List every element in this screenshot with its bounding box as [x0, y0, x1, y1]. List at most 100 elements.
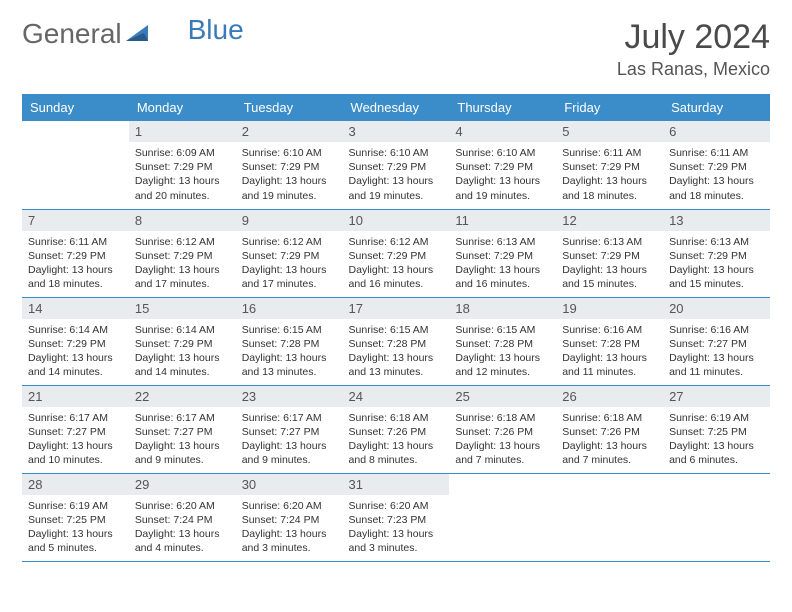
calendar-day-cell: 8 Sunrise: 6:12 AMSunset: 7:29 PMDaylight…: [129, 209, 236, 297]
day-content: Sunrise: 6:12 AMSunset: 7:29 PMDaylight:…: [343, 231, 450, 296]
calendar-day-cell: 28Sunrise: 6:19 AMSunset: 7:25 PMDayligh…: [22, 473, 129, 561]
day-number: 2: [236, 121, 343, 142]
day-number: 25: [449, 386, 556, 407]
logo-text-2: Blue: [188, 14, 244, 46]
daylight-text: Daylight: 13 hours and 13 minutes.: [349, 351, 444, 379]
calendar-day-cell: 7Sunrise: 6:11 AMSunset: 7:29 PMDaylight…: [22, 209, 129, 297]
day-header: Monday: [129, 94, 236, 121]
sunrise-text: Sunrise: 6:12 AM: [135, 235, 230, 249]
calendar-header-row: SundayMondayTuesdayWednesdayThursdayFrid…: [22, 94, 770, 121]
sunset-text: Sunset: 7:29 PM: [669, 160, 764, 174]
calendar-day-cell: 16Sunrise: 6:15 AMSunset: 7:28 PMDayligh…: [236, 297, 343, 385]
sunset-text: Sunset: 7:25 PM: [669, 425, 764, 439]
daylight-text: Daylight: 13 hours and 9 minutes.: [242, 439, 337, 467]
daylight-text: Daylight: 13 hours and 6 minutes.: [669, 439, 764, 467]
logo: General Blue: [22, 18, 244, 50]
day-content: Sunrise: 6:20 AMSunset: 7:24 PMDaylight:…: [236, 495, 343, 560]
day-number: 26: [556, 386, 663, 407]
calendar-week-row: 1Sunrise: 6:09 AMSunset: 7:29 PMDaylight…: [22, 121, 770, 209]
calendar-day-cell: 29Sunrise: 6:20 AMSunset: 7:24 PMDayligh…: [129, 473, 236, 561]
sunset-text: Sunset: 7:29 PM: [562, 249, 657, 263]
daylight-text: Daylight: 13 hours and 18 minutes.: [562, 174, 657, 202]
calendar-day-cell: 25Sunrise: 6:18 AMSunset: 7:26 PMDayligh…: [449, 385, 556, 473]
calendar-day-cell: 13Sunrise: 6:13 AMSunset: 7:29 PMDayligh…: [663, 209, 770, 297]
sunset-text: Sunset: 7:29 PM: [242, 160, 337, 174]
sunrise-text: Sunrise: 6:10 AM: [455, 146, 550, 160]
day-number: 4: [449, 121, 556, 142]
day-content: Sunrise: 6:13 AMSunset: 7:29 PMDaylight:…: [556, 231, 663, 296]
day-number: 23: [236, 386, 343, 407]
page-header: General Blue July 2024 Las Ranas, Mexico: [22, 18, 770, 80]
sunrise-text: Sunrise: 6:17 AM: [242, 411, 337, 425]
sunset-text: Sunset: 7:27 PM: [242, 425, 337, 439]
daylight-text: Daylight: 13 hours and 16 minutes.: [455, 263, 550, 291]
day-number: 13: [663, 210, 770, 231]
sunrise-text: Sunrise: 6:16 AM: [562, 323, 657, 337]
day-content: Sunrise: 6:20 AMSunset: 7:24 PMDaylight:…: [129, 495, 236, 560]
calendar-day-cell: 20Sunrise: 6:16 AMSunset: 7:27 PMDayligh…: [663, 297, 770, 385]
sunset-text: Sunset: 7:29 PM: [562, 160, 657, 174]
calendar-day-cell: 6Sunrise: 6:11 AMSunset: 7:29 PMDaylight…: [663, 121, 770, 209]
daylight-text: Daylight: 13 hours and 5 minutes.: [28, 527, 123, 555]
sunset-text: Sunset: 7:29 PM: [669, 249, 764, 263]
location-label: Las Ranas, Mexico: [617, 59, 770, 80]
daylight-text: Daylight: 13 hours and 11 minutes.: [562, 351, 657, 379]
sunrise-text: Sunrise: 6:15 AM: [455, 323, 550, 337]
sunset-text: Sunset: 7:29 PM: [28, 249, 123, 263]
day-number: 18: [449, 298, 556, 319]
sunset-text: Sunset: 7:29 PM: [349, 160, 444, 174]
day-header: Sunday: [22, 94, 129, 121]
day-header: Wednesday: [343, 94, 450, 121]
sunrise-text: Sunrise: 6:12 AM: [349, 235, 444, 249]
day-content: Sunrise: 6:11 AMSunset: 7:29 PMDaylight:…: [556, 142, 663, 207]
day-number: 6: [663, 121, 770, 142]
sunset-text: Sunset: 7:29 PM: [242, 249, 337, 263]
daylight-text: Daylight: 13 hours and 7 minutes.: [562, 439, 657, 467]
sunset-text: Sunset: 7:29 PM: [135, 249, 230, 263]
sunset-text: Sunset: 7:27 PM: [28, 425, 123, 439]
calendar-day-cell: 5Sunrise: 6:11 AMSunset: 7:29 PMDaylight…: [556, 121, 663, 209]
day-number: 31: [343, 474, 450, 495]
sunrise-text: Sunrise: 6:09 AM: [135, 146, 230, 160]
day-content: Sunrise: 6:09 AMSunset: 7:29 PMDaylight:…: [129, 142, 236, 207]
daylight-text: Daylight: 13 hours and 18 minutes.: [669, 174, 764, 202]
sunset-text: Sunset: 7:25 PM: [28, 513, 123, 527]
sunrise-text: Sunrise: 6:10 AM: [349, 146, 444, 160]
logo-triangle-icon: [126, 18, 150, 50]
sunrise-text: Sunrise: 6:13 AM: [455, 235, 550, 249]
calendar-day-cell: 10Sunrise: 6:12 AMSunset: 7:29 PMDayligh…: [343, 209, 450, 297]
sunset-text: Sunset: 7:28 PM: [349, 337, 444, 351]
daylight-text: Daylight: 13 hours and 17 minutes.: [135, 263, 230, 291]
day-content: Sunrise: 6:14 AMSunset: 7:29 PMDaylight:…: [22, 319, 129, 384]
sunrise-text: Sunrise: 6:19 AM: [28, 499, 123, 513]
calendar-day-cell: 15Sunrise: 6:14 AMSunset: 7:29 PMDayligh…: [129, 297, 236, 385]
day-content: Sunrise: 6:15 AMSunset: 7:28 PMDaylight:…: [449, 319, 556, 384]
calendar-day-cell: 11Sunrise: 6:13 AMSunset: 7:29 PMDayligh…: [449, 209, 556, 297]
calendar-day-cell: 3Sunrise: 6:10 AMSunset: 7:29 PMDaylight…: [343, 121, 450, 209]
sunset-text: Sunset: 7:28 PM: [455, 337, 550, 351]
sunset-text: Sunset: 7:28 PM: [562, 337, 657, 351]
calendar-day-cell: [449, 473, 556, 561]
day-content: Sunrise: 6:16 AMSunset: 7:28 PMDaylight:…: [556, 319, 663, 384]
sunset-text: Sunset: 7:29 PM: [455, 160, 550, 174]
calendar-day-cell: 18Sunrise: 6:15 AMSunset: 7:28 PMDayligh…: [449, 297, 556, 385]
title-block: July 2024 Las Ranas, Mexico: [617, 18, 770, 80]
sunset-text: Sunset: 7:29 PM: [135, 337, 230, 351]
day-number: 17: [343, 298, 450, 319]
day-content: Sunrise: 6:16 AMSunset: 7:27 PMDaylight:…: [663, 319, 770, 384]
calendar-week-row: 7Sunrise: 6:11 AMSunset: 7:29 PMDaylight…: [22, 209, 770, 297]
daylight-text: Daylight: 13 hours and 16 minutes.: [349, 263, 444, 291]
daylight-text: Daylight: 13 hours and 3 minutes.: [349, 527, 444, 555]
day-content: Sunrise: 6:15 AMSunset: 7:28 PMDaylight:…: [343, 319, 450, 384]
sunset-text: Sunset: 7:27 PM: [135, 425, 230, 439]
sunset-text: Sunset: 7:27 PM: [669, 337, 764, 351]
day-number: 8: [129, 210, 236, 231]
daylight-text: Daylight: 13 hours and 12 minutes.: [455, 351, 550, 379]
day-number: 22: [129, 386, 236, 407]
day-number: 20: [663, 298, 770, 319]
day-content: Sunrise: 6:18 AMSunset: 7:26 PMDaylight:…: [449, 407, 556, 472]
sunrise-text: Sunrise: 6:17 AM: [135, 411, 230, 425]
day-content: Sunrise: 6:19 AMSunset: 7:25 PMDaylight:…: [663, 407, 770, 472]
daylight-text: Daylight: 13 hours and 13 minutes.: [242, 351, 337, 379]
day-header: Friday: [556, 94, 663, 121]
